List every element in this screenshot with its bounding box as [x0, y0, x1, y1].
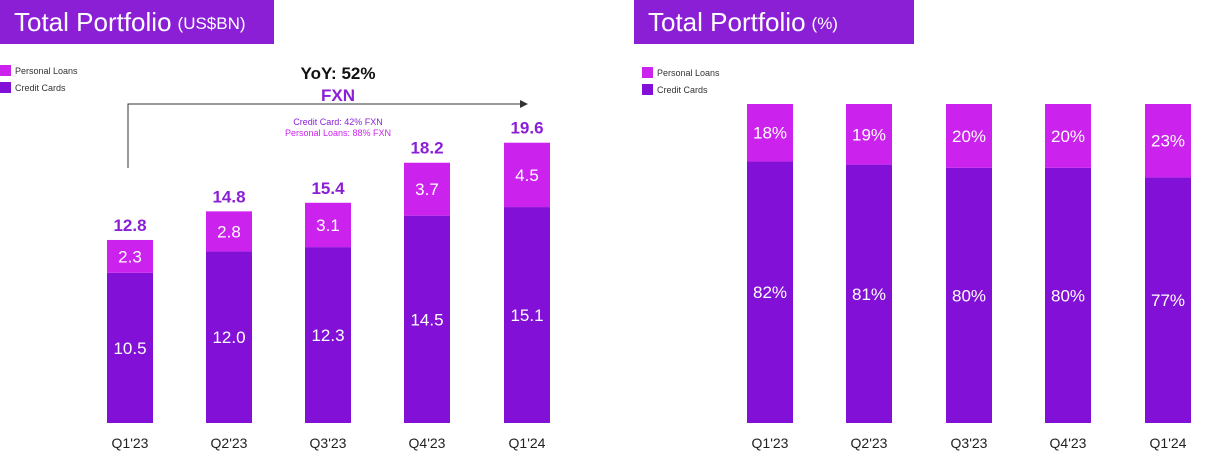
portfolio-pct-legend: Personal Loans Credit Cards — [642, 64, 720, 98]
data-label-personal-loans-pct: 18% — [753, 124, 787, 143]
bar-credit-cards — [206, 251, 252, 423]
data-label-personal-loans: 3.1 — [316, 216, 340, 235]
bar-credit-cards — [504, 207, 550, 423]
legend-label-credit-cards: Credit Cards — [15, 82, 66, 93]
bar-credit-cards — [404, 215, 450, 423]
portfolio-usd-title-banner: Total Portfolio (US$BN) — [0, 0, 274, 44]
data-label-total: 14.8 — [212, 187, 245, 206]
data-label-personal-loans-pct: 20% — [1051, 127, 1085, 146]
legend-label-credit-cards-pct: Credit Cards — [657, 84, 708, 95]
portfolio-pct-title-banner: Total Portfolio (%) — [634, 0, 914, 44]
data-label-personal-loans-pct: 19% — [852, 125, 886, 144]
x-tick-label: Q4'23 — [409, 435, 446, 451]
x-tick-label-pct: Q2'23 — [851, 435, 888, 451]
data-label-credit-cards: 14.5 — [410, 310, 443, 329]
bar-personal-loans — [504, 142, 550, 208]
data-label-personal-loans: 4.5 — [515, 166, 539, 185]
legend-item-personal-loans-pct: Personal Loans — [642, 64, 720, 81]
x-tick-label-pct: Q4'23 — [1050, 435, 1087, 451]
fxn-label: FXN — [321, 86, 355, 105]
yoy-arrow — [127, 100, 528, 168]
data-label-credit-cards: 15.1 — [510, 306, 543, 325]
data-label-total: 19.6 — [510, 119, 543, 138]
yoy-arrow-line — [127, 103, 522, 168]
bar-personal-loans — [404, 162, 450, 216]
legend-swatch-personal-loans — [0, 65, 11, 76]
x-tick-label: Q2'23 — [211, 435, 248, 451]
portfolio-pct-chart: 82% 18% Q1'23 81% 19% Q2'23 80% 20% Q3'23 80% 20% Q… — [747, 104, 1191, 451]
data-label-credit-cards-pct: 82% — [753, 283, 787, 302]
bar-credit-cards — [305, 247, 351, 423]
bar-credit-cards-pct — [1145, 177, 1191, 423]
legend-label-personal-loans: Personal Loans — [15, 65, 78, 76]
bar-personal-loans — [107, 239, 153, 273]
x-tick-label-pct: Q1'23 — [752, 435, 789, 451]
x-tick-label: Q1'23 — [112, 435, 149, 451]
bar-credit-cards-pct — [1045, 167, 1091, 423]
bar-personal-loans-pct — [747, 104, 793, 162]
data-label-credit-cards-pct: 80% — [952, 286, 986, 305]
yoy-arrow-head — [520, 100, 528, 108]
bar-personal-loans-pct — [1145, 104, 1191, 178]
legend-swatch-credit-cards-pct — [642, 84, 653, 95]
portfolio-usd-unit: (US$BN) — [177, 14, 246, 33]
data-label-credit-cards-pct: 80% — [1051, 286, 1085, 305]
data-label-personal-loans-pct: 23% — [1151, 132, 1185, 151]
yoy-label: YoY: 52% — [300, 64, 376, 83]
bar-credit-cards-pct — [846, 164, 892, 424]
bar-personal-loans-pct — [946, 104, 992, 168]
data-label-credit-cards: 12.0 — [212, 328, 245, 347]
legend-swatch-personal-loans-pct — [642, 67, 653, 78]
data-label-credit-cards-pct: 81% — [852, 285, 886, 304]
portfolio-usd-legend: Personal Loans Credit Cards — [0, 62, 78, 96]
x-tick-label-pct: Q1'24 — [1150, 435, 1187, 451]
data-label-personal-loans: 3.7 — [415, 180, 439, 199]
bar-personal-loans-pct — [846, 104, 892, 165]
bar-credit-cards-pct — [946, 167, 992, 423]
data-label-personal-loans-pct: 20% — [952, 127, 986, 146]
portfolio-usd-panel: Total Portfolio (US$BN) Personal Loans C… — [0, 0, 550, 451]
data-label-personal-loans: 2.8 — [217, 222, 241, 241]
portfolio-pct-unit: (%) — [811, 14, 838, 33]
portfolio-usd-title: Total Portfolio — [14, 6, 172, 37]
legend-label-personal-loans-pct: Personal Loans — [657, 67, 720, 78]
legend-item-credit-cards-pct: Credit Cards — [642, 81, 720, 98]
note-personal-loans: Personal Loans: 88% FXN — [284, 128, 392, 138]
x-tick-label-pct: Q3'23 — [951, 435, 988, 451]
data-label-credit-cards: 12.3 — [311, 326, 344, 345]
portfolio-pct-panel: Total Portfolio (%) Personal Loans Credi… — [634, 0, 1220, 459]
data-label-total: 18.2 — [410, 139, 443, 158]
data-label-total: 15.4 — [311, 179, 345, 198]
bar-personal-loans-pct — [1045, 104, 1091, 168]
data-label-credit-cards: 10.5 — [113, 339, 146, 358]
x-tick-label: Q3'23 — [310, 435, 347, 451]
data-label-total: 12.8 — [113, 216, 146, 235]
legend-item-personal-loans: Personal Loans — [0, 62, 78, 79]
data-label-personal-loans: 2.3 — [118, 247, 142, 266]
bar-personal-loans — [305, 202, 351, 248]
legend-item-credit-cards: Credit Cards — [0, 79, 78, 96]
bar-credit-cards — [107, 272, 153, 423]
bar-credit-cards-pct — [747, 161, 793, 424]
portfolio-usd-chart: 10.5 2.3 12.8 Q1'23 12.0 2.8 14.8 Q2'23 12.3 3.1 1… — [107, 119, 550, 451]
x-tick-label: Q1'24 — [509, 435, 546, 451]
note-credit-card: Credit Card: 42% FXN — [293, 117, 383, 127]
bar-personal-loans — [206, 211, 252, 252]
portfolio-pct-title: Total Portfolio — [648, 6, 806, 37]
legend-swatch-credit-cards — [0, 82, 11, 93]
data-label-credit-cards-pct: 77% — [1151, 291, 1185, 310]
